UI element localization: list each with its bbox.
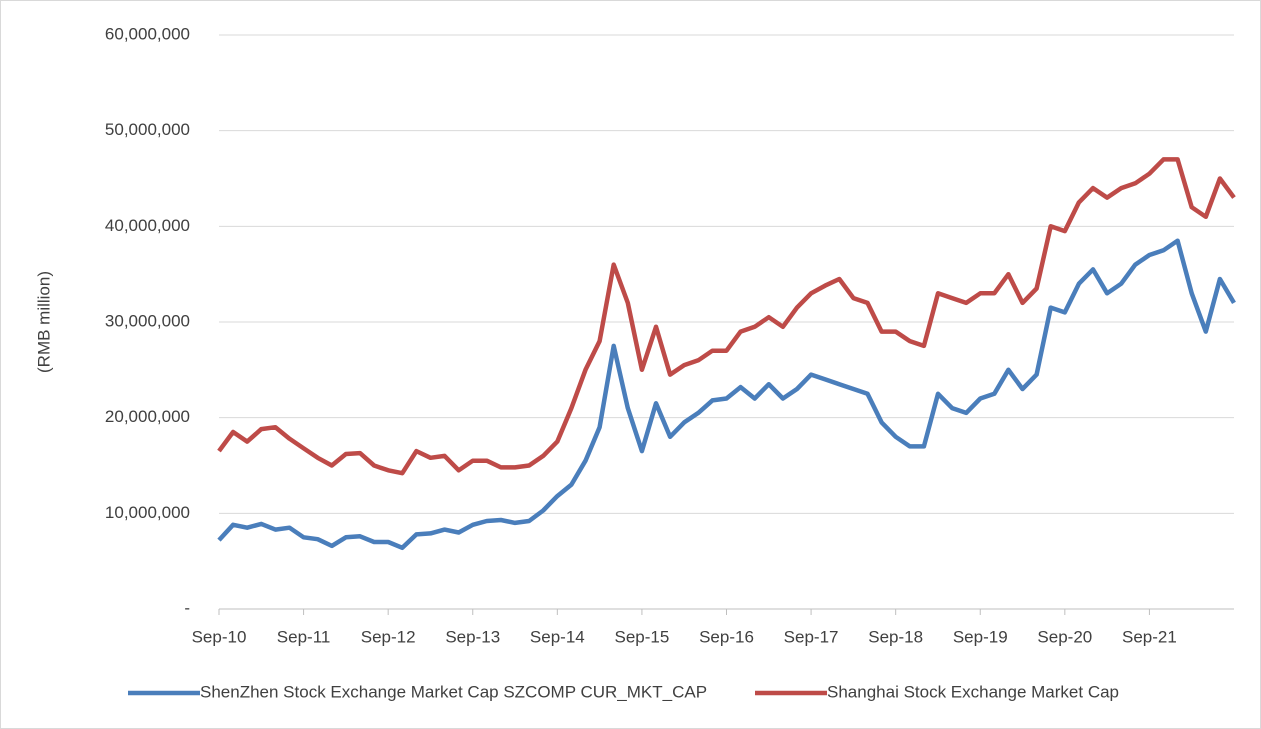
x-tick-label: Sep-16 bbox=[699, 627, 754, 646]
y-axis-label: (RMB million) bbox=[34, 271, 53, 373]
legend-label: ShenZhen Stock Exchange Market Cap SZCOM… bbox=[200, 682, 707, 701]
x-tick-label: Sep-11 bbox=[277, 627, 331, 646]
x-tick-label: Sep-17 bbox=[784, 627, 839, 646]
y-tick-label: 60,000,000 bbox=[105, 24, 190, 43]
y-tick-label: 10,000,000 bbox=[105, 503, 190, 522]
y-tick-label: 30,000,000 bbox=[105, 311, 190, 330]
x-tick-label: Sep-15 bbox=[615, 627, 670, 646]
series-line bbox=[217, 238, 1236, 551]
y-tick-label: 50,000,000 bbox=[105, 120, 190, 139]
x-tick-label: Sep-19 bbox=[953, 627, 1008, 646]
y-tick-label: 40,000,000 bbox=[105, 216, 190, 235]
x-tick-label: Sep-21 bbox=[1122, 627, 1177, 646]
y-tick-label: - bbox=[184, 598, 190, 617]
x-tick-label: Sep-12 bbox=[361, 627, 416, 646]
y-tick-label: 20,000,000 bbox=[105, 407, 190, 426]
x-tick-label: Sep-13 bbox=[445, 627, 500, 646]
legend-label: Shanghai Stock Exchange Market Cap bbox=[827, 682, 1119, 701]
series-line bbox=[217, 157, 1236, 476]
x-tick-label: Sep-20 bbox=[1037, 627, 1092, 646]
x-tick-label: Sep-18 bbox=[868, 627, 923, 646]
x-tick-label: Sep-14 bbox=[530, 627, 585, 646]
x-tick-label: Sep-10 bbox=[192, 627, 247, 646]
